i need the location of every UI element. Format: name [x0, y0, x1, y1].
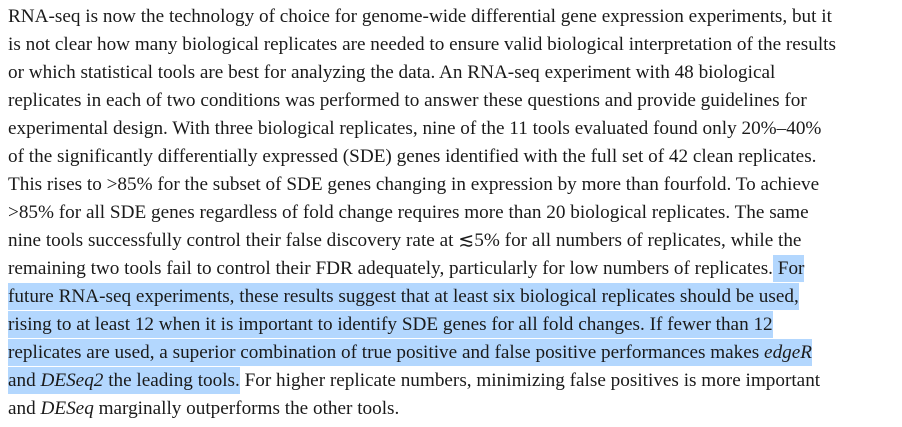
text-segment[interactable]: or which statistical tools are best for …	[8, 62, 776, 83]
selected-text[interactable]: For	[772, 255, 805, 282]
text-line: of the significantly differentially expr…	[8, 143, 836, 171]
selected-text[interactable]: rising to at least 12 when it is importa…	[8, 311, 773, 338]
selected-text[interactable]: the leading tools.	[103, 367, 240, 394]
text-segment[interactable]: is not clear how many biological replica…	[8, 34, 836, 55]
text-segment[interactable]: remaining two tools fail to control thei…	[8, 258, 773, 279]
text-line: rising to at least 12 when it is importa…	[8, 311, 836, 339]
text-line: future RNA-seq experiments, these result…	[8, 283, 836, 311]
abstract-paragraph: RNA-seq is now the technology of choice …	[8, 3, 836, 423]
tool-name[interactable]: DESeq	[40, 398, 94, 419]
selected-text[interactable]: and	[8, 367, 41, 394]
text-segment[interactable]: and	[8, 398, 41, 419]
text-line: and DESeq2 the leading tools. For higher…	[8, 367, 836, 395]
text-line: or which statistical tools are best for …	[8, 59, 836, 87]
selected-text[interactable]: replicates are used, a superior combinat…	[8, 339, 765, 366]
text-segment[interactable]: This rises to >85% for the subset of SDE…	[8, 174, 820, 195]
text-segment[interactable]: of the significantly differentially expr…	[8, 146, 817, 167]
text-line: nine tools successfully control their fa…	[8, 227, 836, 255]
selected-text[interactable]: edgeR	[764, 339, 812, 366]
text-line: remaining two tools fail to control thei…	[8, 255, 836, 283]
text-segment[interactable]: replicates in each of two conditions was…	[8, 90, 807, 111]
text-line: replicates are used, a superior combinat…	[8, 339, 836, 367]
text-segment[interactable]: For higher replicate numbers, minimizing…	[239, 370, 821, 391]
selected-text[interactable]: future RNA-seq experiments, these result…	[8, 283, 799, 310]
text-segment[interactable]: experimental design. With three biologic…	[8, 118, 822, 139]
text-line: >85% for all SDE genes regardless of fol…	[8, 199, 836, 227]
text-segment[interactable]: RNA-seq is now the technology of choice …	[8, 6, 832, 27]
text-line: RNA-seq is now the technology of choice …	[8, 3, 836, 31]
text-line: experimental design. With three biologic…	[8, 115, 836, 143]
text-line: and DESeq marginally outperforms the oth…	[8, 395, 836, 423]
text-segment[interactable]: marginally outperforms the other tools.	[93, 398, 400, 419]
text-line: This rises to >85% for the subset of SDE…	[8, 171, 836, 199]
text-segment[interactable]: >85% for all SDE genes regardless of fol…	[8, 202, 809, 223]
text-line: is not clear how many biological replica…	[8, 31, 836, 59]
text-line: replicates in each of two conditions was…	[8, 87, 836, 115]
text-segment[interactable]: nine tools successfully control their fa…	[8, 230, 802, 251]
selected-text[interactable]: DESeq2	[40, 367, 104, 394]
